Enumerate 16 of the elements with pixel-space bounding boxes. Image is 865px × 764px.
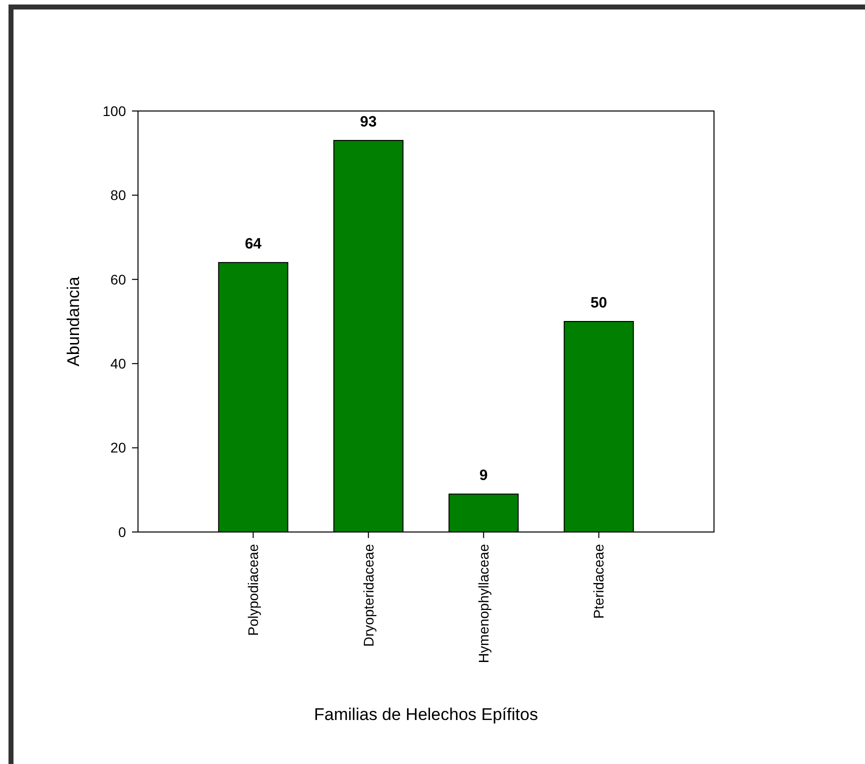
x-tick-label: Pteridaceae [590,544,607,619]
y-tick-label: 0 [118,524,126,540]
x-tick-label: Hymenophyllaceae [476,544,492,664]
y-tick-label: 20 [110,440,126,456]
y-axis-title: Abundancia [64,276,83,366]
data-label: 50 [590,294,608,312]
data-label: 64 [244,236,262,253]
data-label: 93 [360,113,377,130]
x-tick-label: Polypodiaceae [245,544,262,636]
y-tick-label: 100 [102,102,126,119]
data-label: 9 [479,467,488,484]
y-tick-label: 40 [110,356,126,372]
x-axis-title: Familias de Helechos Epífitos [314,705,538,724]
y-tick-label: 80 [110,187,126,204]
y-tick-label: 60 [110,271,126,288]
x-tick-label: Dryopteridaceae [360,544,376,647]
